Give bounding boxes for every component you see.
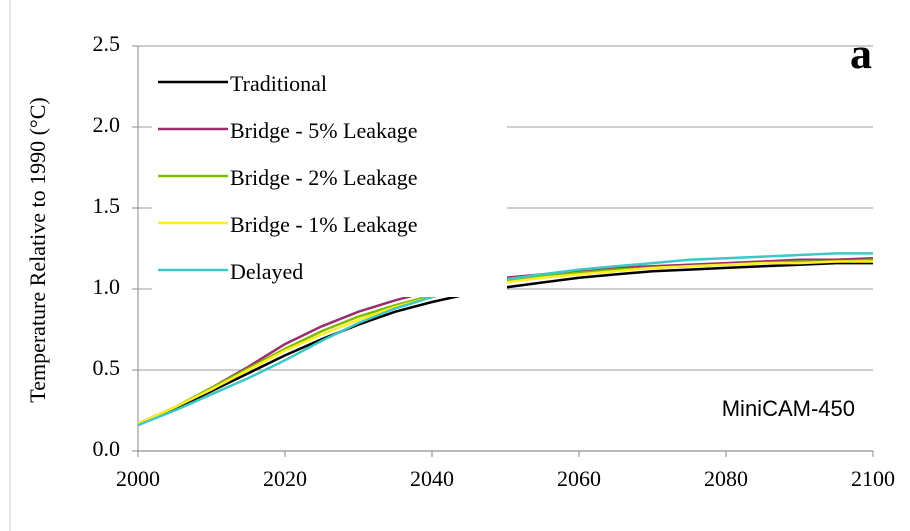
y-tick-label: 0.0 xyxy=(93,436,121,461)
x-tick-label: 2080 xyxy=(704,466,748,491)
x-tick-label: 2020 xyxy=(263,466,307,491)
y-tick-label: 2.0 xyxy=(93,112,121,137)
legend-label: Bridge - 5% Leakage xyxy=(230,118,418,143)
legend-label: Bridge - 2% Leakage xyxy=(230,165,418,190)
x-tick-label: 2100 xyxy=(851,466,895,491)
y-tick-label: 2.5 xyxy=(93,31,121,56)
legend-box xyxy=(152,64,507,297)
panel-label: a xyxy=(850,29,872,78)
scenario-label: MiniCAM-450 xyxy=(722,396,855,421)
legend-label: Bridge - 1% Leakage xyxy=(230,212,418,237)
legend-label: Delayed xyxy=(230,259,303,284)
x-tick-label: 2040 xyxy=(410,466,454,491)
y-tick-label: 1.0 xyxy=(93,274,121,299)
y-tick-label: 0.5 xyxy=(93,355,121,380)
legend-label: Traditional xyxy=(230,71,327,96)
y-tick-label: 1.5 xyxy=(93,193,121,218)
x-tick-label: 2000 xyxy=(116,466,160,491)
y-axis-label: Temperature Relative to 1990 (°C) xyxy=(25,97,50,402)
x-tick-label: 2060 xyxy=(557,466,601,491)
